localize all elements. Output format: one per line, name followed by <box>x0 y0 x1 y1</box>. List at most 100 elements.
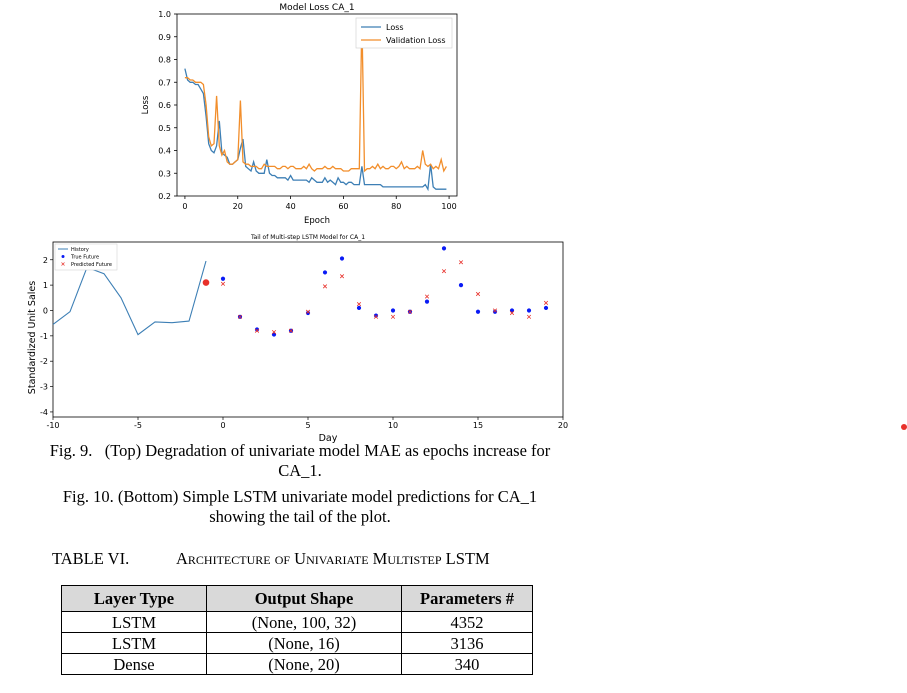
predicted-future-point <box>322 284 328 289</box>
table-caption: Architecture of Univariate Multistep LST… <box>176 549 490 568</box>
true-future-point <box>526 308 532 313</box>
current-point <box>202 279 210 286</box>
legend-box <box>54 243 118 271</box>
header-parameters: Parameters # <box>401 585 533 612</box>
x-axis-label: Day <box>319 433 338 444</box>
architecture-table: Layer Type Output Shape Parameters # LST… <box>61 585 533 675</box>
true-future-point <box>220 276 226 281</box>
x-tick-label: 10 <box>388 421 398 430</box>
x-tick-label: 40 <box>285 202 295 211</box>
header-output-shape: Output Shape <box>206 585 402 612</box>
x-tick-label: 5 <box>305 421 310 430</box>
x-tick-label: -10 <box>46 421 59 430</box>
table-cell: Dense <box>61 653 207 675</box>
legend-swatch <box>61 255 65 258</box>
chart-title: Tail of Multi-step LSTM Model for CA_1 <box>250 234 365 241</box>
predicted-future-point <box>526 314 532 319</box>
series-line-validation-loss <box>184 18 447 173</box>
predicted-future-point <box>424 294 430 299</box>
table-cell: 4352 <box>401 611 533 633</box>
legend-label: True Future <box>70 255 99 261</box>
predicted-future-point <box>254 328 260 333</box>
table-cell: LSTM <box>61 611 207 633</box>
fig9-caption-line2: CA_1. <box>278 461 322 480</box>
predicted-future-point <box>458 260 464 265</box>
true-future-point <box>492 309 498 314</box>
y-axis-label: Loss <box>141 95 151 114</box>
table-cell: (None, 100, 32) <box>206 611 402 633</box>
x-tick-label: 80 <box>391 202 401 211</box>
table-cell: 340 <box>401 653 533 675</box>
true-future-point <box>390 308 396 313</box>
table-header-row: Layer Type Output Shape Parameters # <box>61 585 533 612</box>
true-future-point <box>458 283 464 288</box>
y-tick-label: 0 <box>43 306 48 315</box>
y-tick-label: -2 <box>40 357 48 366</box>
table-number: TABLE VI. <box>52 549 130 568</box>
predicted-future-point <box>492 308 498 313</box>
table-cell: LSTM <box>61 632 207 654</box>
plot-frame <box>52 241 564 418</box>
predicted-future-point <box>441 269 447 274</box>
y-tick-label: -4 <box>40 408 48 417</box>
predicted-future-point <box>356 302 362 307</box>
legend-swatch <box>61 262 65 266</box>
y-tick-label: 0.7 <box>158 78 171 87</box>
predicted-future-point <box>271 329 277 335</box>
legend-label: Loss <box>386 23 404 32</box>
x-tick-label: 60 <box>338 202 348 211</box>
predicted-future-point <box>237 314 243 319</box>
history-line <box>52 260 207 336</box>
legend-label: History <box>71 247 89 253</box>
x-tick-label: 20 <box>233 202 243 211</box>
true-future-point <box>356 305 362 311</box>
y-tick-label: -1 <box>40 332 48 341</box>
predicted-future-point <box>339 274 345 279</box>
true-future-point <box>424 299 430 304</box>
y-axis-label: Standardized Unit Sales <box>27 281 38 394</box>
true-future-point <box>543 305 549 311</box>
true-future-point <box>305 310 311 316</box>
true-future-point <box>441 246 447 251</box>
y-tick-label: 0.6 <box>158 101 171 110</box>
series-line-loss <box>184 68 447 192</box>
stray-red-dot <box>901 424 907 430</box>
table-cell: 3136 <box>401 632 533 654</box>
predicted-future-point <box>543 300 549 305</box>
x-tick-label: 0 <box>220 421 225 430</box>
chart-title: Model Loss CA_1 <box>279 3 354 13</box>
y-tick-label: 0.8 <box>158 56 171 65</box>
y-tick-label: 1.0 <box>158 10 171 19</box>
table-row: LSTM (None, 100, 32) 4352 <box>61 611 533 633</box>
legend-label: Predicted Future <box>71 262 112 268</box>
table-row: LSTM (None, 16) 3136 <box>61 632 533 654</box>
y-tick-label: 0.5 <box>158 124 171 133</box>
predicted-future-point <box>390 314 396 319</box>
predicted-future-point <box>475 291 481 297</box>
legend-label: Validation Loss <box>386 36 446 45</box>
fig10-caption-line1: Fig. 10. (Bottom) Simple LSTM univariate… <box>62 487 538 506</box>
table-row: Dense (None, 20) 340 <box>61 653 533 675</box>
predicted-future-point <box>220 281 226 286</box>
predicted-future-point <box>509 310 515 316</box>
loss-chart: Model Loss CA_1 0 20 40 60 80 100 0.2 0.3 0.4 0.5 0… <box>141 3 458 226</box>
predicted-future-point <box>288 328 294 333</box>
table-title: TABLE VI. Architecture of Univariate Mult… <box>52 549 490 569</box>
y-tick-label: 0.4 <box>158 147 171 156</box>
header-layer-type: Layer Type <box>61 585 207 612</box>
true-future-point <box>322 270 328 275</box>
lstm-tail-chart: Tail of Multi-step LSTM Model for CA_1 -1… <box>27 234 568 444</box>
true-future-point <box>373 313 379 318</box>
predicted-future-point <box>407 309 413 314</box>
table-cell: (None, 16) <box>206 632 402 654</box>
true-future-point <box>339 256 345 261</box>
fig10-caption-line2: showing the tail of the plot. <box>209 507 391 526</box>
y-tick-label: 0.3 <box>158 169 171 178</box>
x-tick-label: 20 <box>558 421 568 430</box>
predicted-future-point <box>373 314 379 319</box>
true-future-point <box>475 309 481 314</box>
x-axis-label: Epoch <box>304 216 330 226</box>
predicted-future-point <box>305 309 311 314</box>
table-cell: (None, 20) <box>206 653 402 675</box>
y-tick-label: 0.2 <box>158 192 171 201</box>
